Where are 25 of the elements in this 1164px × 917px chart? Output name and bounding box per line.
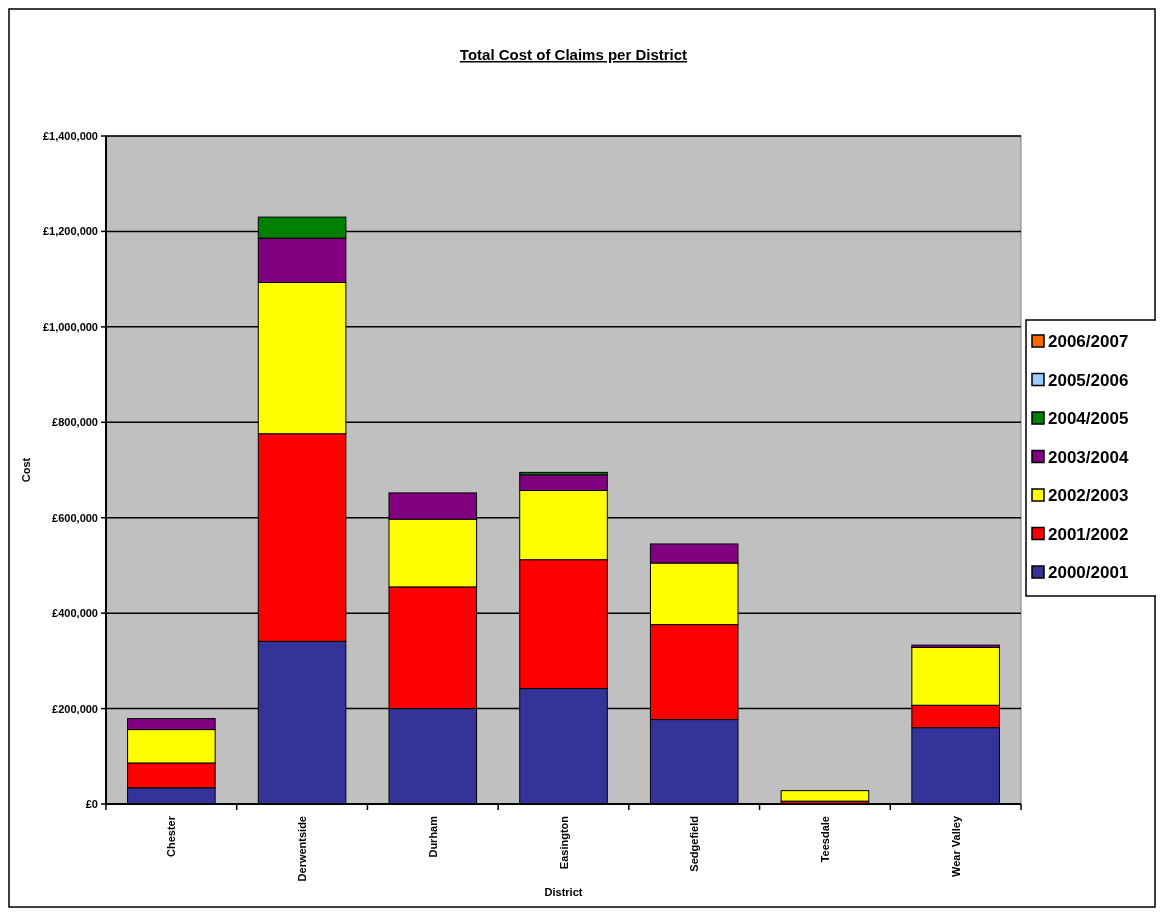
y-tick-label: £800,000 — [52, 416, 98, 429]
x-tick-label: Derwentside — [296, 816, 309, 882]
legend-label: 2004/2005 — [1048, 409, 1129, 428]
legend-label: 2000/2001 — [1048, 563, 1129, 582]
x-tick-label: Teesdale — [818, 816, 831, 863]
legend-label: 2006/2007 — [1048, 332, 1129, 351]
legend-label: 2001/2002 — [1048, 524, 1129, 544]
y-tick-label: £1,000,000 — [42, 320, 98, 333]
legend-label: 2003/2004 — [1048, 447, 1129, 467]
x-tick-label: Durham — [426, 815, 439, 858]
chart-title: Total Cost of Claims per District — [459, 46, 688, 63]
y-tick-label: £1,400,000 — [42, 130, 98, 142]
legend-label: 2005/2006 — [1048, 370, 1129, 390]
legend-label: 2002/2003 — [1048, 486, 1129, 505]
y-tick-label: £0 — [85, 798, 98, 810]
x-tick-label: Sedgefield — [688, 816, 701, 872]
x-tick-label: Chester — [165, 815, 178, 857]
y-tick-label: £400,000 — [52, 607, 98, 620]
y-axis-title: Cost — [20, 457, 32, 483]
x-tick-label: Wear Valley — [949, 815, 962, 877]
x-tick-label: Easington — [557, 815, 570, 870]
y-tick-label: £600,000 — [52, 511, 98, 524]
y-tick-label: £1,200,000 — [42, 225, 98, 238]
x-axis-title: District — [544, 886, 583, 898]
y-tick-label: £200,000 — [52, 702, 98, 715]
